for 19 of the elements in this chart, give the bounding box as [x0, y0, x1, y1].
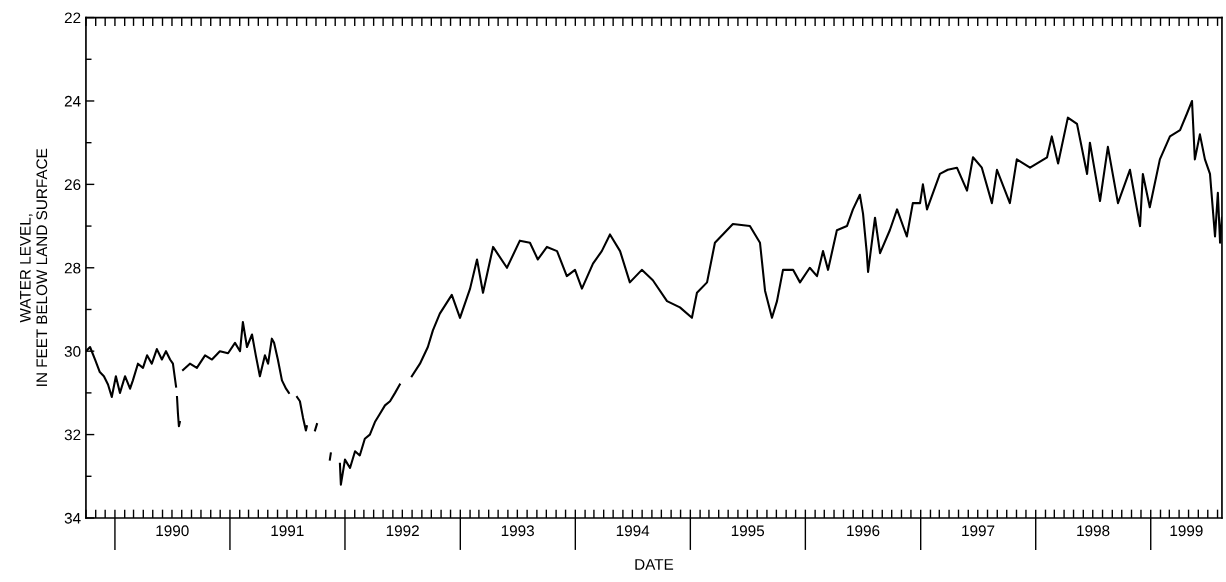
y-tick-label: 34: [64, 512, 81, 524]
x-tick-label: 1995: [731, 525, 765, 537]
y-tick-label: 30: [64, 346, 81, 357]
x-tick-label: 1996: [847, 525, 880, 537]
x-tick-label: 1999: [1170, 525, 1203, 537]
x-tick-label: 1998: [1077, 525, 1110, 537]
x-tick-label: 1997: [962, 525, 995, 537]
x-tick-label: 1990: [156, 525, 189, 537]
x-tick-label: 1991: [271, 525, 304, 537]
y-tick-label: 22: [64, 12, 81, 24]
y-axis-title: WATER LEVEL, IN FEET BELOW LAND SURFACE: [20, 148, 48, 386]
y-tick-label: 26: [64, 179, 81, 191]
x-tick-label: 1993: [501, 525, 534, 537]
y-tick-label: 24: [64, 95, 81, 107]
x-tick-label: 1994: [616, 525, 650, 537]
y-tick-label: 32: [64, 429, 81, 441]
x-axis-title: DATE: [635, 559, 674, 570]
x-tick-label: 1992: [386, 525, 419, 537]
y-tick-label: 28: [64, 262, 81, 274]
